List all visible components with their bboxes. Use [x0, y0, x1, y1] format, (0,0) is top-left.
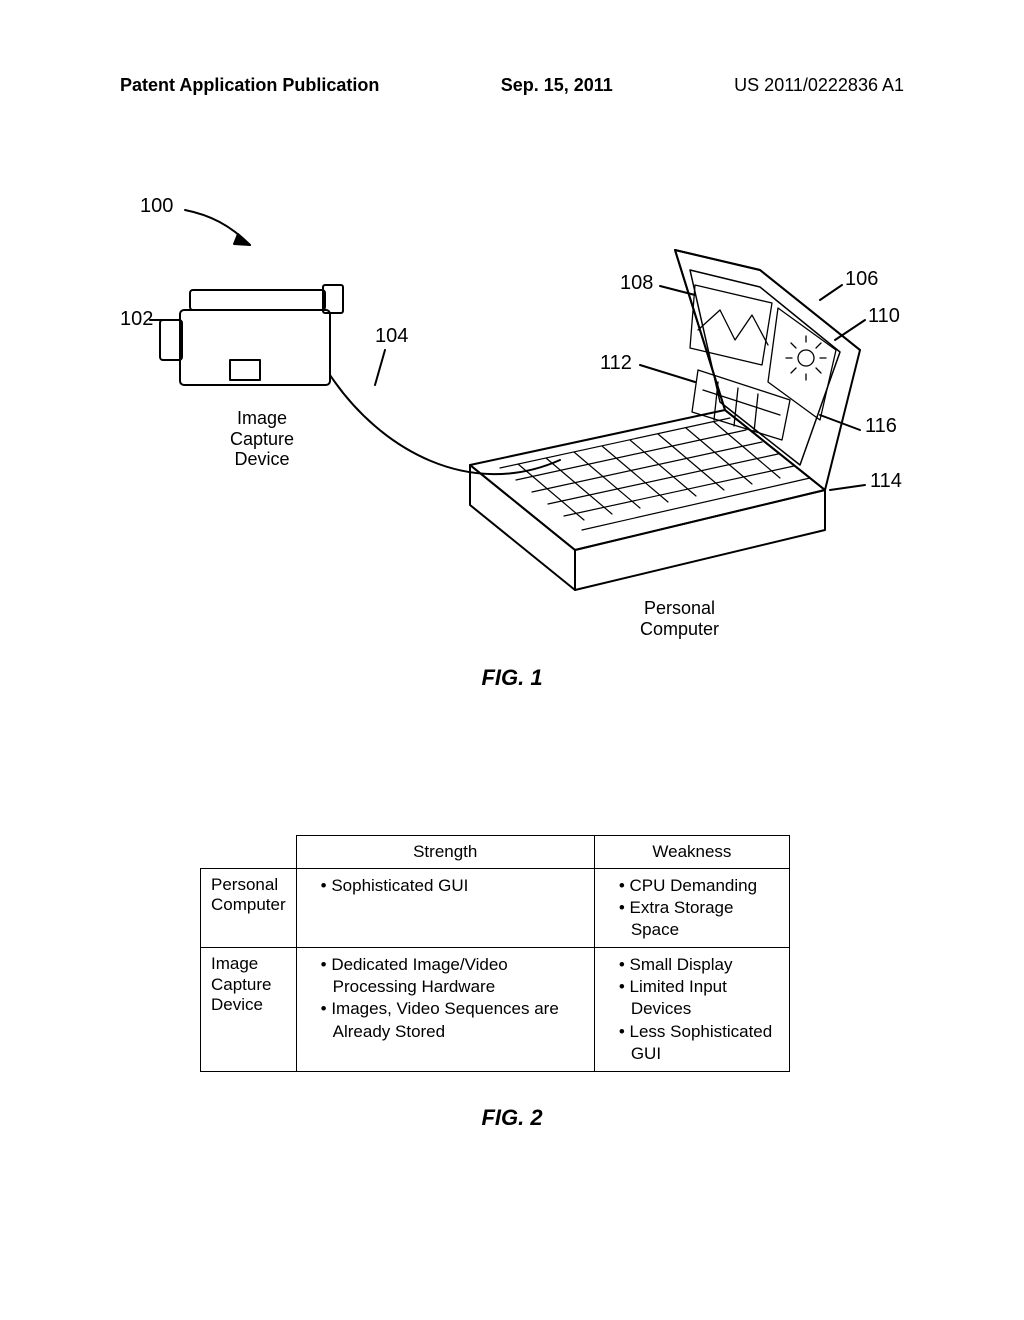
page: Patent Application Publication Sep. 15, …: [0, 0, 1024, 1320]
table-row: Personal Computer Sophisticated GUI CPU …: [201, 869, 790, 948]
ref-108: 108: [620, 272, 653, 295]
row-label-capture: Image Capture Device: [201, 948, 297, 1071]
cell-pc-weakness: CPU Demanding Extra Storage Space: [594, 869, 789, 948]
list-item: Limited Input Devices: [631, 976, 779, 1020]
ref-102: 102: [120, 308, 153, 331]
row-label-pc: Personal Computer: [201, 869, 297, 948]
ref-114: 114: [870, 470, 902, 493]
col-weakness: Weakness: [594, 836, 789, 869]
list-item: Images, Video Sequences are Already Stor…: [333, 998, 584, 1042]
ref-104: 104: [375, 325, 408, 348]
ref-110: 110: [868, 305, 900, 328]
table-row: Image Capture Device Dedicated Image/Vid…: [201, 948, 790, 1071]
cell-capture-strength: Dedicated Image/Video Processing Hardwar…: [296, 948, 594, 1071]
ref-100: 100: [140, 195, 173, 218]
header-mid: Sep. 15, 2011: [501, 75, 613, 96]
cell-capture-weakness: Small Display Limited Input Devices Less…: [594, 948, 789, 1071]
header-right: US 2011/0222836 A1: [734, 75, 904, 96]
figure-1: 100 102 104 106 108 110 112 116 114 Imag…: [120, 190, 890, 650]
comparison-table: Strength Weakness Personal Computer Soph…: [200, 835, 790, 1072]
list-item: Extra Storage Space: [631, 897, 779, 941]
label-image-capture-device: Image Capture Device: [230, 408, 294, 470]
list-item: Small Display: [631, 954, 779, 976]
ref-112: 112: [600, 352, 632, 375]
list-item: Dedicated Image/Video Processing Hardwar…: [333, 954, 584, 998]
figure-2: Strength Weakness Personal Computer Soph…: [200, 835, 790, 1072]
ref-106: 106: [845, 268, 878, 291]
col-strength: Strength: [296, 836, 594, 869]
header-left: Patent Application Publication: [120, 75, 379, 96]
list-item: Less Sophisticated GUI: [631, 1021, 779, 1065]
figure-1-caption: FIG. 1: [0, 665, 1024, 691]
ref-116: 116: [865, 415, 897, 438]
list-item: CPU Demanding: [631, 875, 779, 897]
list-item: Sophisticated GUI: [333, 875, 584, 897]
label-personal-computer: Personal Computer: [640, 598, 719, 639]
figure-2-caption: FIG. 2: [0, 1105, 1024, 1131]
page-header: Patent Application Publication Sep. 15, …: [0, 75, 1024, 96]
cell-pc-strength: Sophisticated GUI: [296, 869, 594, 948]
